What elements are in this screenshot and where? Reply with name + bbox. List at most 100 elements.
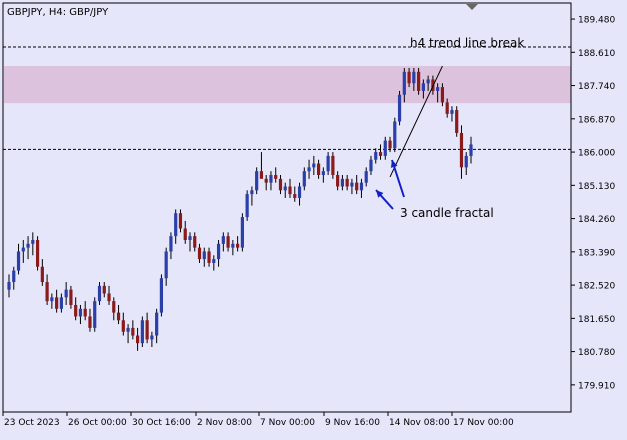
candle-body: [469, 144, 473, 156]
candle-body: [64, 289, 68, 298]
candle-body: [331, 155, 335, 176]
candle-body: [31, 239, 35, 244]
candle-body: [159, 278, 164, 313]
candle-body: [45, 282, 49, 302]
x-tick-label: 30 Oct 16:00: [132, 418, 191, 428]
candle-body: [426, 79, 430, 84]
candle-body: [183, 228, 187, 240]
candle-body: [455, 110, 459, 133]
candle-body: [202, 251, 206, 260]
y-tick-label: 179.910: [578, 381, 615, 391]
x-tick-label: 23 Oct 2023: [4, 418, 60, 428]
candle-body: [450, 110, 454, 114]
candle-body: [374, 152, 378, 160]
candle-body: [145, 320, 149, 340]
y-tick-label: 182.520: [578, 282, 615, 292]
candle-body: [78, 308, 83, 317]
candle-body: [350, 182, 354, 187]
candle-body: [355, 182, 359, 191]
candle-body: [388, 140, 392, 149]
candle-body: [445, 102, 449, 114]
candle-body: [21, 247, 25, 252]
candle-body: [212, 259, 216, 263]
candle-body: [336, 175, 340, 187]
candle-body: [26, 243, 30, 248]
candle-body: [155, 312, 159, 336]
candle-body: [464, 155, 468, 168]
candle-body: [326, 155, 330, 172]
fractal-label: 3 candle fractal: [400, 206, 494, 220]
shift-marker-icon[interactable]: [466, 4, 478, 10]
candle-body: [216, 243, 221, 260]
candle-body: [302, 171, 306, 187]
candle-body: [316, 163, 321, 176]
candle-body: [345, 178, 349, 187]
candle-body: [240, 217, 244, 248]
candle-body: [93, 301, 97, 328]
candle-body: [421, 83, 425, 91]
y-tick-label: 187.740: [578, 82, 615, 92]
candle-body: [55, 297, 59, 309]
x-tick-label: 9 Nov 16:00: [325, 418, 380, 428]
candle-body: [74, 304, 78, 317]
arrow-head-icon: [376, 190, 384, 198]
candle-body: [245, 194, 249, 218]
candle-body: [231, 243, 235, 248]
candle-body: [417, 71, 421, 91]
candle-body: [383, 140, 387, 156]
y-tick-label: 184.260: [578, 215, 615, 225]
candle-body: [88, 316, 92, 328]
y-tick-label: 186.870: [578, 115, 615, 125]
candle-body: [269, 175, 273, 183]
candle-body: [255, 171, 259, 191]
candle-body: [278, 178, 283, 191]
candle-body: [393, 121, 397, 149]
y-tick-label: 181.650: [578, 315, 615, 325]
candle-body: [259, 171, 264, 179]
candle-body: [97, 285, 102, 302]
trend-line: [389, 65, 443, 178]
x-tick-label: 7 Nov 00:00: [260, 418, 315, 428]
resistance-zone: [4, 66, 571, 104]
candle-body: [40, 266, 44, 283]
candle-body: [50, 297, 54, 302]
candle-body: [12, 270, 16, 283]
x-tick-label: 26 Oct 00:00: [68, 418, 127, 428]
x-tick-label: 2 Nov 08:00: [197, 418, 252, 428]
candle-body: [150, 335, 154, 340]
candle-body: [188, 236, 192, 240]
candle-body: [236, 243, 240, 248]
x-tick-label: 14 Nov 08:00: [389, 418, 450, 428]
candle-body: [16, 251, 21, 271]
candle-body: [69, 289, 73, 305]
y-tick-label: 186.000: [578, 149, 615, 159]
candle-body: [293, 194, 297, 198]
candle-body: [140, 320, 144, 344]
candle-body: [174, 213, 178, 237]
candle-body: [264, 178, 268, 183]
plot-frame: [2, 2, 572, 413]
y-tick-label: 180.780: [578, 348, 615, 358]
candle-body: [35, 239, 40, 267]
y-tick-label: 185.130: [578, 182, 615, 192]
arrow-head-icon: [390, 160, 398, 168]
candle-body: [364, 171, 368, 183]
candle-body: [193, 236, 197, 248]
candle-body: [288, 186, 292, 195]
candle-body: [459, 132, 464, 168]
candle-body: [207, 251, 211, 263]
fractal-arrows: [375, 159, 405, 210]
candle-body: [378, 152, 383, 156]
y-tick-label: 183.390: [578, 248, 615, 258]
candle-body: [178, 213, 183, 229]
candle-body: [131, 327, 135, 336]
candle-body: [359, 182, 364, 191]
candle-body: [102, 285, 106, 294]
candle-body: [59, 297, 63, 309]
candle-body: [164, 251, 168, 279]
candle-body: [7, 282, 11, 290]
candle-body: [436, 87, 440, 91]
